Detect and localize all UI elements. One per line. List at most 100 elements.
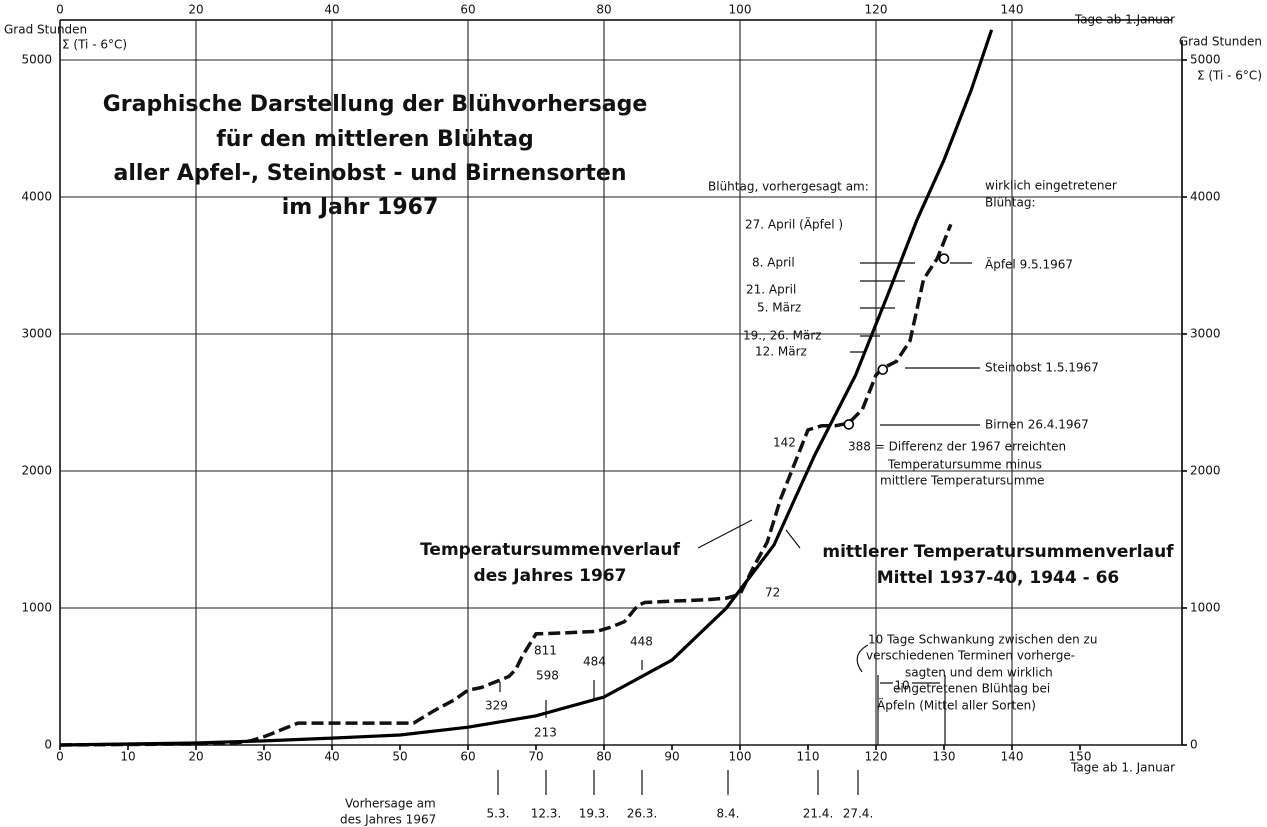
y-label-formula: Σ (Ti - 6°C) [62, 38, 127, 52]
annotation: verschiedenen Terminen vorherge- [866, 649, 1075, 663]
x2-tick-label: 120 [865, 3, 888, 17]
x-tick-label: 10 [120, 750, 135, 764]
y-tick-label: 4000 [21, 190, 52, 204]
bloom-label: Äpfel 9.5.1967 [985, 257, 1073, 272]
y2-tick-label: 4000 [1190, 190, 1221, 204]
annotation: 811 [534, 644, 557, 658]
annotation: mittlere Temperatursumme [880, 474, 1045, 488]
annotation: 598 [536, 669, 559, 683]
x-tick-label: 90 [664, 750, 679, 764]
x2-tick-label: 80 [596, 3, 611, 17]
x-tick-label: 70 [528, 750, 543, 764]
y-tick-label: 3000 [21, 327, 52, 341]
y-tick-label: 5000 [21, 53, 52, 67]
x-tick-label: 80 [596, 750, 611, 764]
x-tick-label: 120 [865, 750, 888, 764]
forecast-arrows [497, 770, 859, 795]
x2-tick-label: 20 [188, 3, 203, 17]
x-tick-label: 110 [797, 750, 820, 764]
x2-tick-label: 40 [324, 3, 339, 17]
x-tick-label: 140 [1001, 750, 1024, 764]
y2-tick-label: 0 [1190, 738, 1198, 752]
annotation: 8. April [752, 256, 795, 270]
forecast-date: 8.4. [717, 807, 740, 821]
y2-tick-label: 3000 [1190, 327, 1221, 341]
series-label: Mittel 1937-40, 1944 - 66 [877, 568, 1120, 588]
annotation: 21. April [746, 283, 796, 297]
annotation: 19., 26. März [743, 329, 822, 343]
x2-tick-label: 140 [1001, 3, 1024, 17]
annotations: Blühtag, vorhergesagt am: 27. April (Äpf… [340, 179, 1117, 827]
annotation: 329 [485, 699, 508, 713]
forecast-date: 12.3. [531, 807, 562, 821]
series-label: Temperatursummenverlauf [420, 540, 680, 560]
annotation: 10 Tage Schwankung zwischen den zu [868, 633, 1097, 647]
annotation: 388 = Differenz der 1967 erreichten [848, 440, 1066, 454]
arrows [497, 262, 980, 795]
title: Graphische Darstellung der Blühvorhersag… [103, 92, 648, 220]
annotation: wirklich eingetretener [985, 179, 1117, 193]
annotation: Äpfeln (Mittel aller Sorten) [877, 698, 1036, 713]
arrow [856, 644, 946, 745]
x2-tick-label: 100 [729, 3, 752, 17]
x-tick-label: 50 [392, 750, 407, 764]
title-line: aller Apfel-, Steinobst - und Birnensort… [113, 161, 626, 186]
annotation: 72 [765, 586, 780, 600]
bloom-point [843, 419, 855, 430]
annotation: Temperatursumme minus [887, 458, 1042, 472]
title-line: im Jahr 1967 [282, 195, 439, 220]
series-line [59, 223, 953, 747]
annotation: des Jahres 1967 [340, 813, 436, 827]
difference-arrows [499, 660, 643, 718]
x2-tick-label: 0 [56, 3, 64, 17]
annotation: Vorhersage am [345, 797, 436, 811]
x-tick-label: 100 [729, 750, 752, 764]
forecast-date: 27.4. [843, 807, 874, 821]
y2-label: Grad Stunden [1179, 35, 1262, 49]
x2-tick-label: 60 [460, 3, 475, 17]
bloom-label: Steinobst 1.5.1967 [985, 361, 1099, 375]
x-tick-label: 130 [933, 750, 956, 764]
annotation: 5. März [757, 301, 801, 315]
forecast-date: 19.3. [579, 807, 610, 821]
arrow [850, 262, 915, 353]
y2-label-formula: Σ (Ti - 6°C) [1197, 69, 1262, 83]
annotation: 142 [773, 436, 796, 450]
bloom-point [877, 364, 889, 375]
annotation: 27. April (Äpfel ) [745, 217, 843, 232]
annotation: eingetretenen Blühtag bei [893, 682, 1050, 696]
annotation: sagten und dem wirklich [905, 666, 1053, 680]
forecast-date: 5.3. [487, 807, 510, 821]
x-label: Tage ab 1. Januar [1070, 761, 1175, 775]
y2-tick-label: 1000 [1190, 601, 1221, 615]
y-label: Grad Stunden [4, 23, 87, 37]
bloom-label: Birnen 26.4.1967 [985, 418, 1089, 432]
series-label: mittlerer Temperatursummenverlauf [822, 542, 1174, 562]
annotation: 12. März [755, 345, 807, 359]
bloom-point [938, 253, 950, 264]
forecast-date: 21.4. [803, 807, 834, 821]
x-tick-label: 0 [56, 750, 64, 764]
series-label: des Jahres 1967 [474, 566, 627, 586]
annotation: Blühtag: [985, 196, 1036, 210]
x-tick-label: 20 [188, 750, 203, 764]
annotation: 10 [894, 679, 909, 693]
y-tick-label: 1000 [21, 601, 52, 615]
arrow [697, 262, 980, 549]
x-tick-label: 150 [1069, 750, 1092, 764]
x-tick-label: 40 [324, 750, 339, 764]
x-tick-label: 60 [460, 750, 475, 764]
title-line: für den mittleren Blühtag [216, 127, 534, 152]
forecast-date: 26.3. [627, 807, 658, 821]
title-line: Graphische Darstellung der Blühvorhersag… [103, 92, 648, 117]
annotation: 484 [583, 655, 606, 669]
annotation: 213 [534, 726, 557, 740]
y2-tick-label: 5000 [1190, 53, 1221, 67]
x-tick-label: 30 [256, 750, 271, 764]
annotation: Blühtag, vorhergesagt am: [708, 180, 869, 194]
y-tick-label: 2000 [21, 464, 52, 478]
series-line [59, 29, 994, 747]
annotation: 448 [630, 635, 653, 649]
y2-tick-label: 2000 [1190, 464, 1221, 478]
